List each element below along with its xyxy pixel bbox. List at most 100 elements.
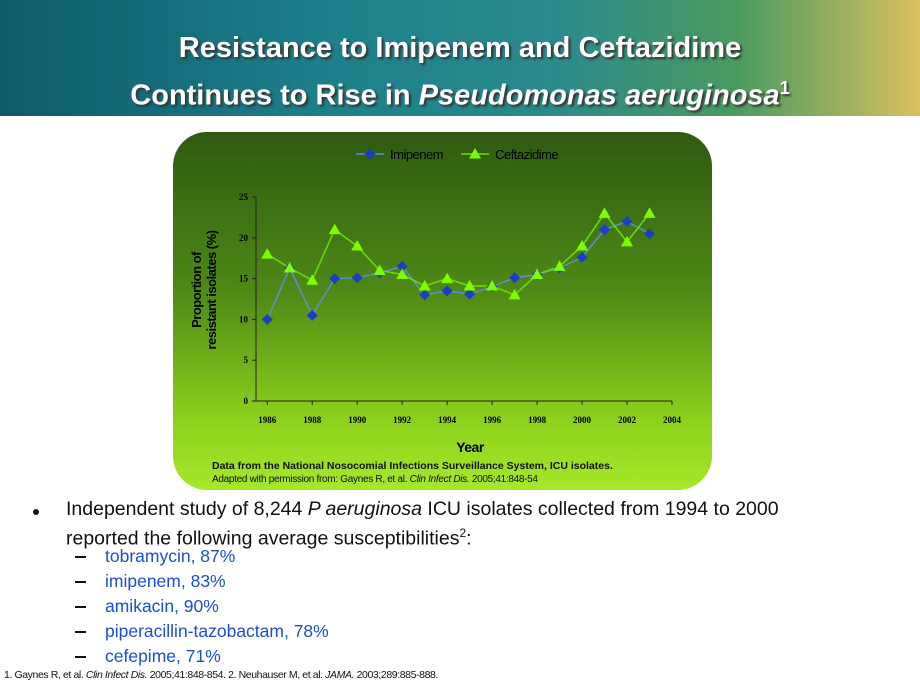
legend-label: Ceftazidime (495, 147, 558, 162)
y-axis-title: resistant isolates (%) (204, 230, 219, 349)
x-tick-label: 1990 (348, 415, 367, 425)
diamond-marker (261, 313, 273, 325)
x-tick-label: 1998 (528, 415, 547, 425)
title-line: Continues to Rise in Pseudomonas aerugin… (0, 68, 920, 116)
text: Independent study of 8,244 (66, 498, 308, 520)
chart-source: Adapted with permission from: Gaynes R, … (212, 474, 538, 485)
diamond-marker (351, 272, 363, 284)
triangle-marker (643, 207, 656, 218)
dash (75, 631, 86, 633)
sub-bullet-text: tobramycin, 87% (105, 546, 236, 566)
triangle-marker (283, 261, 296, 273)
sub-bullet-text: amikacin, 90% (105, 596, 219, 616)
italic: P aeruginosa (307, 498, 422, 520)
diamond-marker (644, 228, 656, 240)
chart-panel (173, 132, 712, 490)
triangle-marker (373, 264, 386, 275)
x-tick-label: 2000 (573, 415, 592, 425)
x-tick-label: 1996 (483, 415, 502, 425)
chart-note: Data from the National Nosocomial Infect… (212, 460, 613, 472)
triangle-marker (531, 268, 544, 280)
diamond-marker (329, 273, 341, 285)
dash (75, 606, 86, 608)
diamond-marker (576, 251, 588, 263)
header-banner (0, 0, 920, 116)
title-italic: Pseudomonas aeruginosa (418, 79, 780, 112)
dash (75, 581, 86, 583)
triangle-marker (508, 288, 521, 300)
text: 1. Gaynes R, et al. (4, 669, 86, 681)
triangle-marker (469, 148, 482, 159)
diamond-marker (306, 309, 318, 321)
x-axis-title: Year (456, 439, 485, 455)
triangle-marker (441, 272, 454, 284)
diamond-marker (509, 272, 521, 284)
triangle-marker (598, 207, 611, 218)
source-text: 2005;41:848-54 (469, 474, 538, 485)
x-tick-label: 2002 (618, 415, 637, 425)
y-tick-label: 15 (239, 274, 249, 284)
triangle-marker (553, 260, 566, 271)
sub-bullet: imipenem, 83% (75, 569, 329, 594)
sub-bullet-text: cefepime, 71% (105, 646, 221, 666)
diamond-marker (419, 289, 431, 301)
diamond-marker (464, 288, 476, 300)
triangle-marker (486, 279, 499, 291)
sub-bullets: tobramycin, 87% imipenem, 83% amikacin, 90… (75, 544, 329, 669)
triangle-marker (418, 279, 431, 291)
y-tick-label: 0 (244, 396, 249, 406)
dash (75, 556, 86, 558)
x-tick-label: 1992 (393, 415, 412, 425)
triangle-marker (621, 235, 634, 247)
source-text: Adapted with permission from: Gaynes R, … (212, 474, 410, 485)
diamond-marker (621, 215, 633, 227)
slide-title: Resistance to Imipenem and Ceftazidime C… (0, 28, 920, 116)
dash (75, 656, 86, 658)
x-tick-label: 1986 (258, 415, 277, 425)
sub-bullet: cefepime, 71% (75, 644, 329, 669)
text: 2003;289:885-888. (354, 669, 439, 681)
sub-bullet: piperacillin-tazobactam, 78% (75, 619, 329, 644)
sub-bullet: amikacin, 90% (75, 594, 329, 619)
diamond-marker (364, 148, 376, 160)
footnote: 1. Gaynes R, et al. Clin Infect Dis. 200… (4, 669, 438, 681)
series-line (266, 212, 651, 296)
diamond-marker (599, 224, 611, 236)
bullet-text: Independent study of 8,244 P aeruginosa … (66, 497, 806, 551)
text: 2005;41:848-854. 2. Neuhauser M, et al. (147, 669, 326, 681)
x-tick-label: 2004 (663, 415, 682, 425)
text: : (466, 527, 472, 550)
y-tick-label: 25 (239, 192, 249, 202)
sub-bullet-text: imipenem, 83% (105, 571, 226, 591)
triangle-marker (306, 274, 319, 285)
ref: 2 (459, 526, 467, 540)
triangle-marker (396, 268, 409, 280)
chart: Year Proportion of resistant isolates (%… (189, 147, 682, 455)
x-tick-label: 1988 (303, 415, 322, 425)
title-ref: 1 (779, 78, 790, 98)
y-tick-label: 5 (244, 355, 249, 365)
bullet-dot (33, 509, 39, 515)
triangle-marker (463, 279, 476, 291)
y-tick-label: 10 (239, 314, 249, 324)
sub-bullet-text: piperacillin-tazobactam, 78% (105, 621, 329, 641)
triangle-marker (576, 239, 589, 251)
diamond-marker (396, 260, 408, 272)
text: ICU isolates collected from 1994 to 2000… (66, 498, 779, 550)
triangle-marker (351, 239, 364, 251)
y-axis-title: Proportion of (189, 251, 204, 328)
italic: Clin Infect Dis. (85, 669, 148, 681)
sub-bullet: tobramycin, 87% (75, 544, 329, 569)
legend-label: Imipenem (390, 147, 443, 162)
y-tick-label: 20 (239, 233, 249, 243)
triangle-marker (328, 223, 341, 235)
title-line: Resistance to Imipenem and Ceftazidime (178, 32, 742, 64)
diamond-marker (441, 285, 453, 297)
triangle-marker (261, 248, 274, 259)
source-italic: Clin Infect Dis. (409, 474, 470, 485)
italic: JAMA. (325, 669, 355, 681)
x-tick-label: 1994 (438, 415, 457, 425)
title-text: Continues to Rise in (130, 79, 419, 112)
series-line (266, 220, 650, 320)
